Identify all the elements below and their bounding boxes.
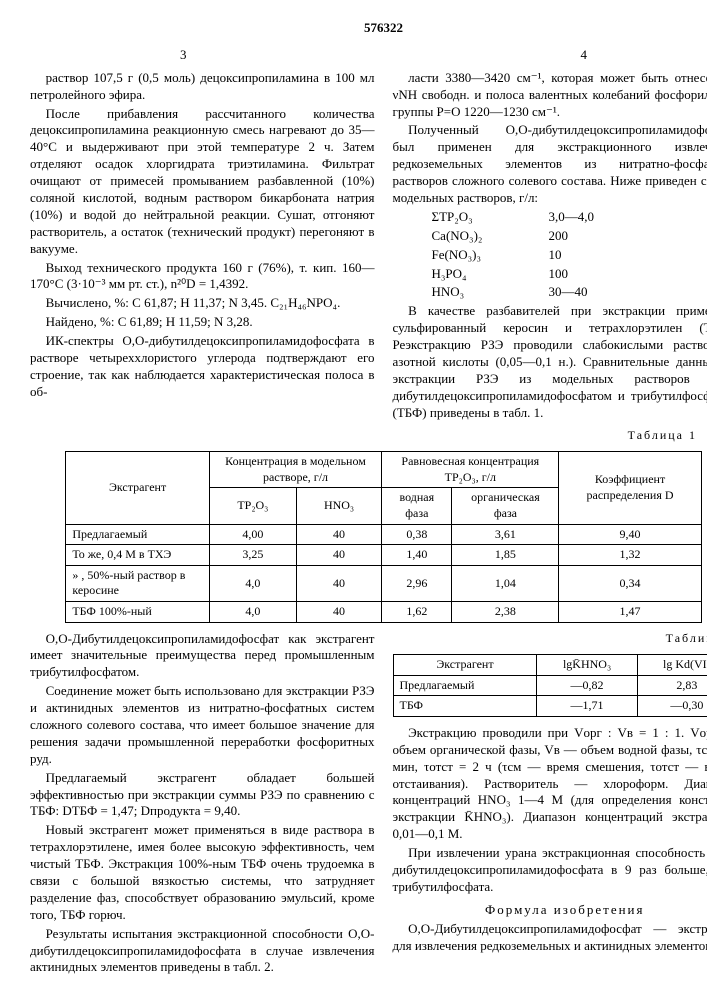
list-2: Ca(NO₃)₂200 [393, 228, 707, 245]
p-lr-3: О,О-Дибутилдецоксипропиламидофосфат — эк… [393, 921, 707, 955]
t1-h-extr: Экстрагент [66, 452, 209, 524]
document-number: 576322 [30, 20, 707, 37]
p-left-6: ИК-спектры О,О-дибутилдецоксипропиламидо… [30, 333, 375, 401]
p-left-3: Выход технического продукта 160 г (76%),… [30, 260, 375, 294]
p-ll-1: О,О-Дибутилдецоксипропиламидофосфат как … [30, 631, 375, 682]
t1-h-org: органическая фаза [452, 488, 559, 524]
t1-h-hno3: HNO₃ [296, 488, 381, 524]
table-row: ТБФ—1,71—0,30 [393, 696, 707, 717]
list-4: H₃PO₄100 [393, 266, 707, 283]
table2-caption: Таблица 2 [393, 631, 707, 647]
table1: Экстрагент Концентрация в модельном раст… [65, 451, 701, 622]
p-left-1: раствор 107,5 г (0,5 моль) децоксипропил… [30, 70, 375, 104]
table2: Экстрагент lgK̄HNO₃ lg Kd(VI) Предлагаем… [393, 654, 707, 717]
t1-h-eq: Равновесная концентрация ТР₂О₃, г/л [382, 452, 559, 488]
table1-caption: Таблица 1 [30, 428, 707, 444]
p-lr-2: При извлечении урана экстракционная спос… [393, 845, 707, 896]
list-5: HNO₃30—40 [393, 284, 707, 301]
t1-h-coef: Коэффициент распределения D [559, 452, 701, 524]
p-ll-4: Новый экстрагент может применяться в вид… [30, 822, 375, 923]
p-ll-5: Результаты испытания экстракционной спос… [30, 926, 375, 977]
t2-h-extr: Экстрагент [393, 655, 537, 676]
lower-columns: О,О-Дибутилдецоксипропиламидофосфат как … [30, 631, 707, 977]
p-lr-1: Экстракцию проводили при Vорг : Vв = 1 :… [393, 725, 707, 843]
p-ll-2: Соединение может быть использовано для э… [30, 683, 375, 767]
table-row: » , 50%-ный раствор в керосине4,0402,961… [66, 565, 701, 601]
upper-columns: раствор 107,5 г (0,5 моль) децоксипропил… [30, 70, 707, 422]
p-left-2: После прибавления рассчитанного количест… [30, 106, 375, 258]
t2-h-k1: lgK̄HNO₃ [537, 655, 637, 676]
table-row: Предлагаемый4,00400,383,619,40 [66, 524, 701, 545]
p-left-4: Вычислено, %: С 61,87; Н 11,37; N 3,45. … [30, 295, 375, 312]
t2-h-k2: lg Kd(VI) [637, 655, 707, 676]
p-ll-3: Предлагаемый экстрагент обладает большей… [30, 770, 375, 821]
table-row: Предлагаемый—0,822,83 [393, 675, 707, 696]
t1-h-tp: ТР₂О₃ [209, 488, 296, 524]
table-row: То же, 0,4 М в ТХЭ3,25401,401,851,32 [66, 545, 701, 566]
list-3: Fe(NO₃)₃10 [393, 247, 707, 264]
col-num-right: 4 [581, 47, 588, 64]
col-num-left: 3 [180, 47, 187, 64]
t1-h-aq: водная фаза [382, 488, 452, 524]
formula-title: Формула изобретения [393, 902, 707, 919]
p-right-2: Полученный О,О-дибутилдецоксипропиламидо… [393, 122, 707, 206]
table-row: ТБФ 100%-ный4,0401,622,381,47 [66, 601, 701, 622]
p-left-5: Найдено, %: С 61,89; Н 11,59; N 3,28. [30, 314, 375, 331]
t1-h-conc: Концентрация в модельном растворе, г/л [209, 452, 381, 488]
list-1: ΣТР₂О₃3,0—4,0 [393, 209, 707, 226]
p-right-1: ласти 3380—3420 см⁻¹, которая может быть… [393, 70, 707, 121]
p-right-3: В качестве разбавителей при экстракции п… [393, 303, 707, 421]
